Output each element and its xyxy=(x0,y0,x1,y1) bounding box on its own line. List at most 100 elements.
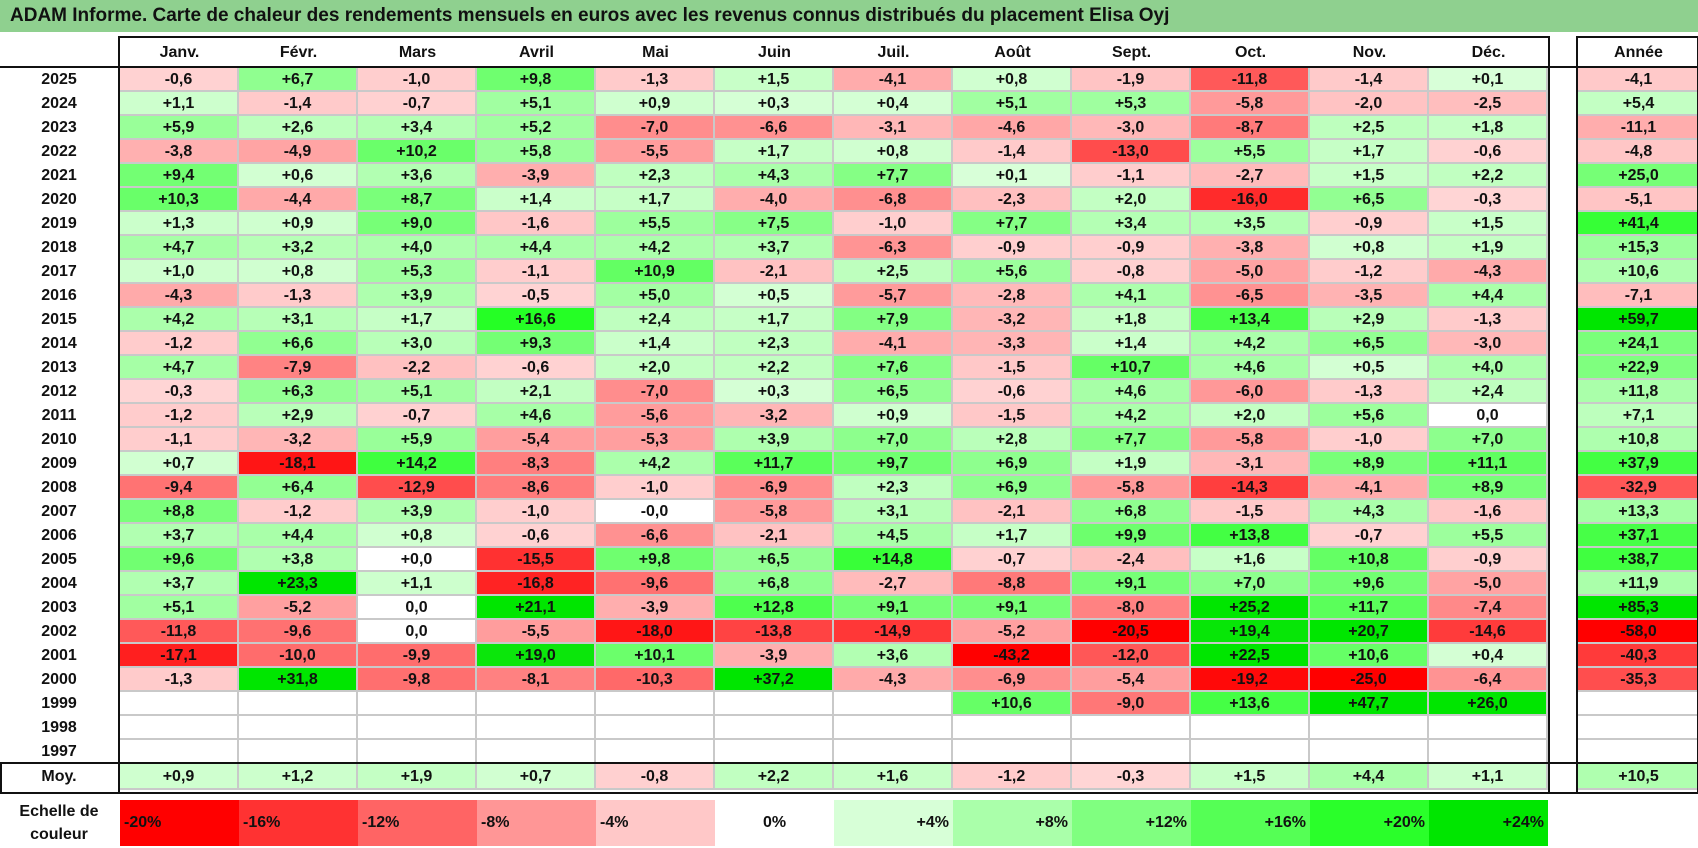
row-label-year: 2002 xyxy=(41,623,77,640)
heatmap-cell: +2,3 xyxy=(596,164,715,188)
heatmap-cell: -4,3 xyxy=(120,284,239,308)
heatmap-cell: -0,6 xyxy=(477,524,596,548)
row-label-year: 1997 xyxy=(41,743,77,760)
heatmap-cell: -5,5 xyxy=(596,140,715,164)
heatmap-cell: +4,6 xyxy=(477,404,596,428)
heatmap-cell: -0,9 xyxy=(1310,212,1429,236)
heatmap-cell: +3,6 xyxy=(358,164,477,188)
heatmap-cell: -1,3 xyxy=(596,68,715,92)
heatmap-cell xyxy=(1072,716,1191,740)
heatmap-cell: +16,6 xyxy=(477,308,596,332)
row-label-year: 2014 xyxy=(41,335,77,352)
heatmap-cell: -1,3 xyxy=(120,668,239,692)
heatmap-cell: +47,7 xyxy=(1310,692,1429,716)
heatmap-cell xyxy=(1191,716,1310,740)
row-label-year: 2012 xyxy=(41,383,77,400)
heatmap-cell: -5,6 xyxy=(596,404,715,428)
heatmap-cell: +3,1 xyxy=(834,500,953,524)
heatmap-cell xyxy=(239,692,358,716)
row-label-year: 1998 xyxy=(41,719,77,736)
heatmap-cell: +9,7 xyxy=(834,452,953,476)
heatmap-cell: +1,1 xyxy=(358,572,477,596)
heatmap-cell: -9,4 xyxy=(120,476,239,500)
heatmap-cell: -0,7 xyxy=(358,404,477,428)
heatmap-cell xyxy=(715,692,834,716)
column-header-8: Août xyxy=(994,44,1031,61)
heatmap-cell: -1,5 xyxy=(953,404,1072,428)
heatmap-cell: -6,5 xyxy=(1191,284,1310,308)
heatmap-cell: +5,3 xyxy=(358,260,477,284)
heatmap-cell: -14,3 xyxy=(1191,476,1310,500)
heatmap-cell: -0,0 xyxy=(596,500,715,524)
annual-cell: +24,1 xyxy=(1578,332,1698,356)
row-label-year: 2009 xyxy=(41,455,77,472)
heatmap-cell: -2,1 xyxy=(953,500,1072,524)
heatmap-cell xyxy=(834,716,953,740)
heatmap-cell: -3,0 xyxy=(1072,116,1191,140)
heatmap-cell: +1,4 xyxy=(1072,332,1191,356)
heatmap-cell: +1,0 xyxy=(120,260,239,284)
heatmap-cell: +9,4 xyxy=(120,164,239,188)
annual-cell: +22,9 xyxy=(1578,356,1698,380)
chart-title: ADAM Informe. Carte de chaleur des rende… xyxy=(0,0,1698,32)
heatmap-cell: +0,9 xyxy=(596,92,715,116)
heatmap-cell xyxy=(1191,740,1310,764)
heatmap-cell: -4,3 xyxy=(834,668,953,692)
heatmap-cell: +0,6 xyxy=(239,164,358,188)
heatmap-cell: -1,0 xyxy=(358,68,477,92)
heatmap-cell: -1,2 xyxy=(1310,260,1429,284)
heatmap-cell: +11,7 xyxy=(715,452,834,476)
heatmap-cell: +7,6 xyxy=(834,356,953,380)
heatmap-cell: +10,2 xyxy=(358,140,477,164)
heatmap-cell: -3,8 xyxy=(1191,236,1310,260)
heatmap-cell: -4,1 xyxy=(1310,476,1429,500)
heatmap-cell: +9,0 xyxy=(358,212,477,236)
heatmap-cell: -8,1 xyxy=(477,668,596,692)
heatmap-cell: -12,0 xyxy=(1072,644,1191,668)
heatmap-cell xyxy=(1310,740,1429,764)
heatmap-cell: -5,8 xyxy=(715,500,834,524)
heatmap-cell: +10,1 xyxy=(596,644,715,668)
heatmap-cell xyxy=(1429,740,1548,764)
average-cell: -0,8 xyxy=(596,764,715,790)
color-scale-step: -20% xyxy=(120,800,239,846)
heatmap-cell: +5,1 xyxy=(358,380,477,404)
average-cell: +1,9 xyxy=(358,764,477,790)
heatmap-cell: -13,0 xyxy=(1072,140,1191,164)
color-scale-step: +16% xyxy=(1191,800,1310,846)
row-label-year: 2019 xyxy=(41,215,77,232)
column-header-5: Mai xyxy=(642,44,669,61)
heatmap-cell: -0,6 xyxy=(477,356,596,380)
heatmap-cell: +8,9 xyxy=(1310,452,1429,476)
heatmap-cell: +1,7 xyxy=(1310,140,1429,164)
heatmap-cell: +2,5 xyxy=(1310,116,1429,140)
average-cell: +1,6 xyxy=(834,764,953,790)
heatmap-cell: +6,8 xyxy=(715,572,834,596)
heatmap-cell: +6,5 xyxy=(1310,188,1429,212)
heatmap-cell xyxy=(1072,740,1191,764)
heatmap-cell: +4,7 xyxy=(120,236,239,260)
annual-cell: -32,9 xyxy=(1578,476,1698,500)
heatmap-cell: +13,8 xyxy=(1191,524,1310,548)
heatmap-cell: -20,5 xyxy=(1072,620,1191,644)
heatmap-cell: -11,8 xyxy=(1191,68,1310,92)
heatmap-cell: +6,3 xyxy=(239,380,358,404)
heatmap-cell: +3,5 xyxy=(1191,212,1310,236)
heatmap-cell: -10,0 xyxy=(239,644,358,668)
heatmap-cell: -6,6 xyxy=(715,116,834,140)
heatmap-cell: +5,9 xyxy=(120,116,239,140)
average-cell: +0,9 xyxy=(120,764,239,790)
column-header-9: Sept. xyxy=(1111,44,1152,61)
heatmap-cell: -1,2 xyxy=(120,332,239,356)
color-scale-step: -4% xyxy=(596,800,715,846)
row-label-year: 2003 xyxy=(41,599,77,616)
heatmap-cell: +5,8 xyxy=(477,140,596,164)
heatmap-cell: +2,1 xyxy=(477,380,596,404)
heatmap-cell: -1,0 xyxy=(1310,428,1429,452)
heatmap-cell: +9,6 xyxy=(1310,572,1429,596)
annual-cell: +11,8 xyxy=(1578,380,1698,404)
heatmap-cell: -11,8 xyxy=(120,620,239,644)
heatmap-cell: -9,8 xyxy=(358,668,477,692)
heatmap-cell xyxy=(953,740,1072,764)
heatmap-cell: +0,1 xyxy=(953,164,1072,188)
